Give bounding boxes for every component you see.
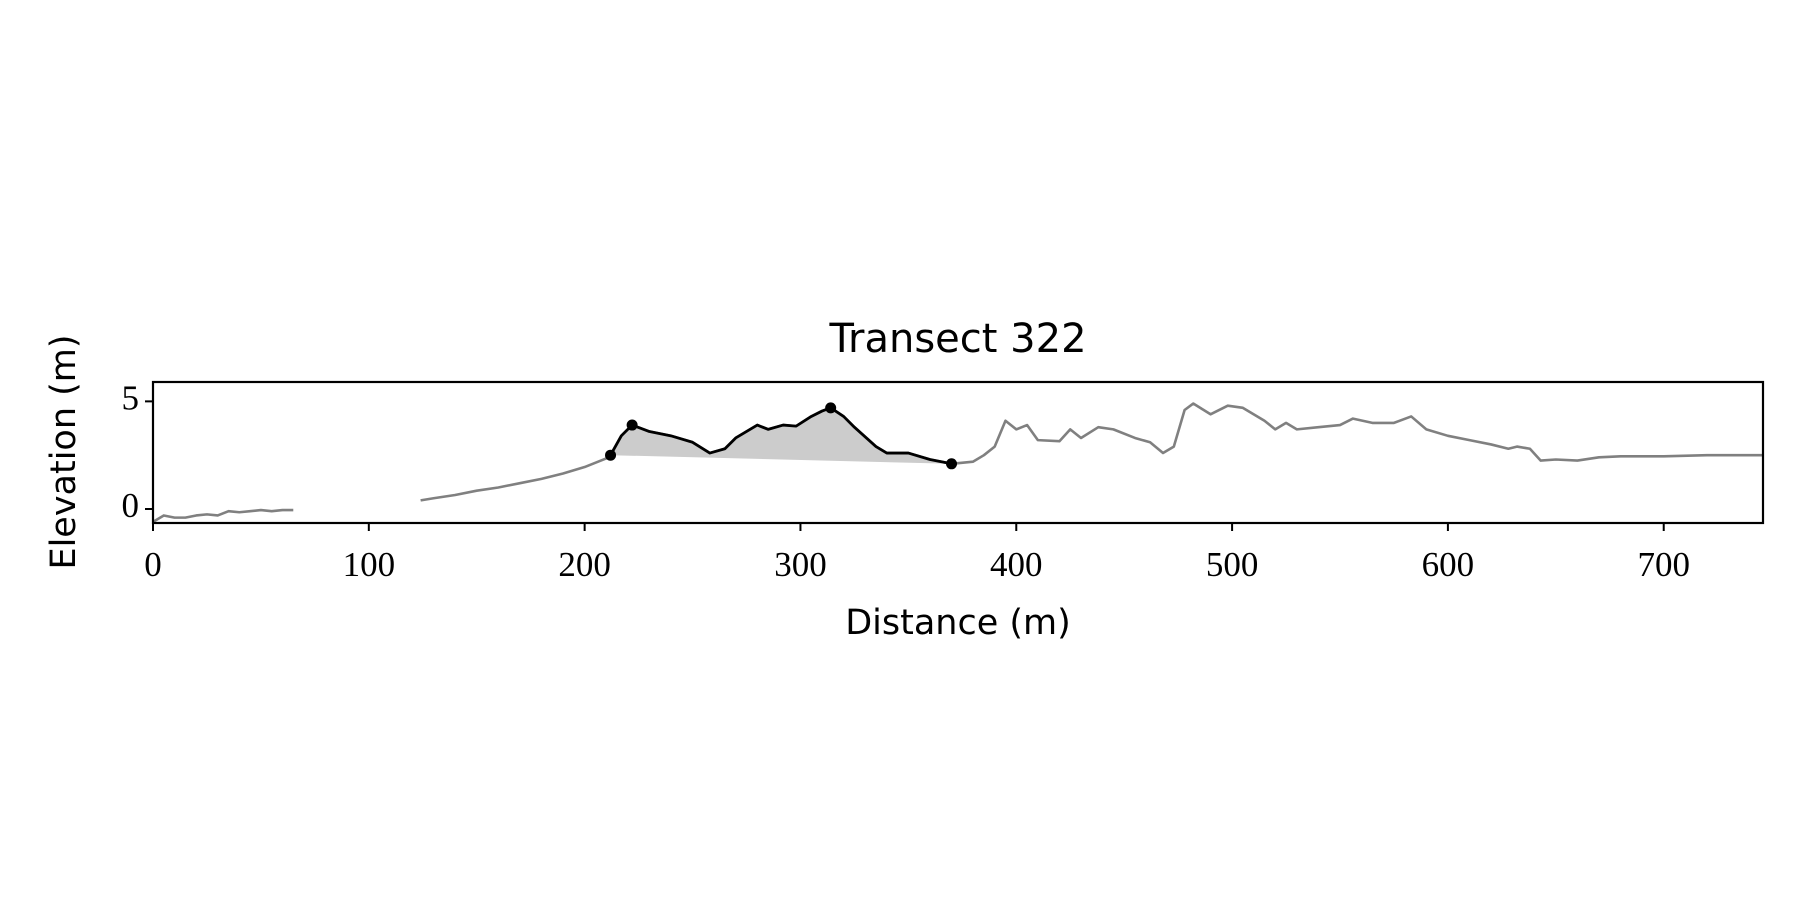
x-tick-label: 300 (774, 545, 827, 584)
x-axis-label: Distance (m) (845, 603, 1071, 643)
x-tick-label: 100 (343, 545, 396, 584)
plot-area (153, 402, 1763, 523)
point-marker (626, 419, 638, 431)
x-tick-label: 0 (144, 545, 162, 584)
x-tick-label: 400 (990, 545, 1043, 584)
y-tick-label: 5 (122, 378, 140, 417)
point-marker (605, 449, 617, 461)
dune-area (610, 407, 952, 464)
y-tick-label: 0 (122, 486, 140, 525)
axes-frame (151, 380, 1765, 525)
x-tick-label: 200 (558, 545, 611, 584)
point-marker (946, 458, 958, 470)
chart-title: Transect 322 (828, 316, 1086, 362)
point-marker (825, 402, 837, 414)
profile-line (609, 406, 952, 466)
x-tick-label: 500 (1206, 545, 1259, 584)
x-tick-label: 600 (1422, 545, 1475, 584)
x-tick-label: 700 (1637, 545, 1690, 584)
y-axis-label: Elevation (m) (44, 334, 84, 569)
